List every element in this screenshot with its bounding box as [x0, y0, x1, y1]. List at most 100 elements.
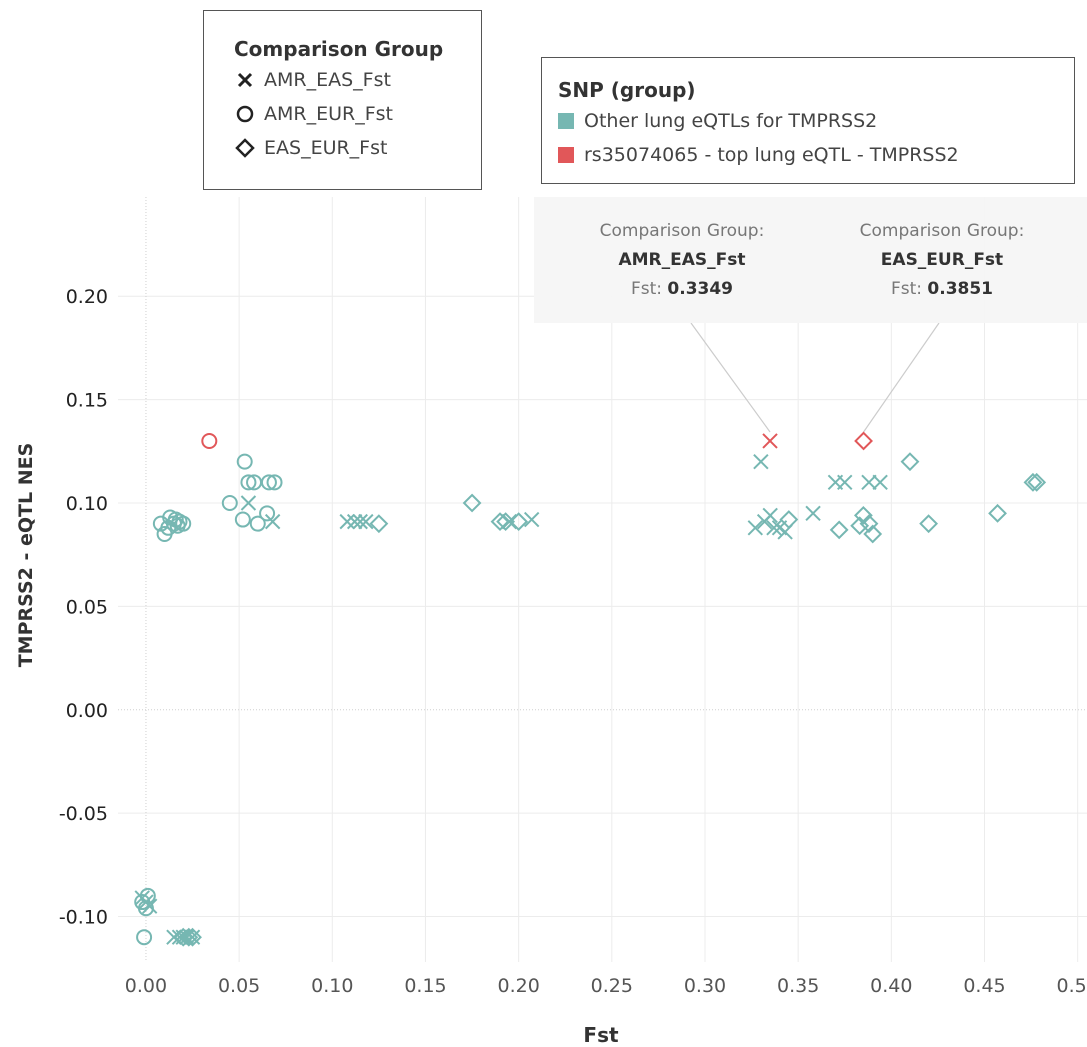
- tooltip-leader-line: [863, 322, 940, 433]
- tooltip-amr-eas: Comparison Group: AMR_EAS_Fst Fst: 0.334…: [552, 217, 812, 304]
- x-tick-label: 0.50: [1057, 975, 1087, 997]
- tooltip-panel: Comparison Group: AMR_EAS_Fst Fst: 0.334…: [534, 197, 1087, 323]
- tooltip-eas-eur: Comparison Group: EAS_EUR_Fst Fst: 0.385…: [812, 217, 1072, 304]
- data-point-x[interactable]: [264, 513, 281, 530]
- data-point-circle[interactable]: [240, 474, 257, 491]
- data-point-circle[interactable]: [236, 453, 253, 470]
- data-point-diamond[interactable]: [853, 505, 873, 525]
- data-point-circle[interactable]: [249, 515, 266, 532]
- tooltip-fst-label: Fst:: [890, 279, 922, 299]
- x-tick-label: 0.00: [125, 975, 167, 997]
- x-icon: [237, 72, 253, 88]
- data-point-diamond[interactable]: [183, 927, 202, 947]
- shape-legend-title: Comparison Group: [234, 37, 444, 61]
- data-point-diamond[interactable]: [988, 503, 1007, 523]
- x-axis-label: Fst: [583, 1023, 619, 1047]
- data-point-diamond[interactable]: [854, 431, 873, 451]
- color-legend-label: rs35074065 - top lung eQTL - TMPRSS2: [584, 144, 959, 166]
- data-point-diamond[interactable]: [900, 452, 920, 472]
- data-point-diamond[interactable]: [779, 510, 799, 529]
- y-tick-label: 0.10: [66, 493, 108, 515]
- shape-legend-label: AMR_EAS_Fst: [264, 69, 391, 91]
- y-axis-label: TMPRSS2 - eQTL NES: [15, 443, 37, 668]
- data-point-x[interactable]: [339, 513, 355, 530]
- data-point-x[interactable]: [872, 474, 888, 491]
- data-point-x[interactable]: [240, 495, 257, 511]
- shape-legend-label: EAS_EUR_Fst: [264, 137, 388, 159]
- shape-legend-label: AMR_EUR_Fst: [264, 103, 393, 125]
- data-point-diamond[interactable]: [496, 512, 516, 532]
- data-point-x[interactable]: [766, 520, 782, 536]
- data-point-diamond[interactable]: [179, 927, 199, 947]
- tooltip-label: Comparison Group:: [859, 221, 1025, 241]
- data-point-diamond[interactable]: [919, 514, 939, 534]
- data-point-diamond[interactable]: [490, 512, 510, 532]
- color-legend-item: rs35074065 - top lung eQTL - TMPRSS2: [558, 138, 1074, 172]
- data-point-diamond[interactable]: [863, 524, 883, 544]
- y-tick-label: -0.10: [59, 907, 108, 929]
- y-tick-label: 0.20: [66, 286, 108, 308]
- data-point-diamond[interactable]: [509, 512, 529, 532]
- x-tick-label: 0.30: [684, 975, 726, 997]
- data-points: [134, 431, 1047, 947]
- tooltip-fst-value: 0.3851: [927, 279, 994, 299]
- tooltip-leader-line: [690, 322, 771, 433]
- data-point-circle[interactable]: [201, 432, 218, 449]
- tooltip-label: Comparison Group:: [599, 221, 765, 241]
- data-point-diamond[interactable]: [859, 514, 879, 534]
- y-tick-label: 0.15: [66, 390, 108, 412]
- tooltip-fst-label: Fst:: [630, 279, 662, 299]
- color-legend-label: Other lung eQTLs for TMPRSS2: [584, 110, 878, 132]
- color-legend-title: SNP (group): [558, 78, 696, 102]
- data-point-circle[interactable]: [234, 511, 251, 528]
- x-tick-label: 0.35: [777, 975, 819, 997]
- data-point-x[interactable]: [358, 513, 374, 530]
- data-point-x[interactable]: [762, 507, 778, 524]
- data-point-circle[interactable]: [139, 887, 156, 904]
- data-point-x[interactable]: [352, 513, 368, 530]
- tooltip-fst-value: 0.3349: [667, 279, 734, 299]
- data-point-x[interactable]: [523, 511, 540, 528]
- data-point-x[interactable]: [861, 474, 877, 491]
- data-point-circle[interactable]: [259, 505, 276, 522]
- data-point-x[interactable]: [346, 513, 363, 530]
- red-swatch-icon: [558, 147, 574, 163]
- data-point-x[interactable]: [747, 520, 764, 536]
- tooltip-group: AMR_EAS_Fst: [618, 250, 746, 270]
- x-tick-label: 0.45: [963, 975, 1005, 997]
- tooltip-fst: Fst: 0.3851: [812, 275, 1072, 304]
- x-tick-label: 0.40: [870, 975, 912, 997]
- shape-legend-item: EAS_EUR_Fst: [234, 131, 481, 165]
- data-point-x[interactable]: [762, 433, 778, 449]
- teal-swatch-icon: [558, 113, 574, 129]
- data-point-diamond[interactable]: [369, 514, 389, 534]
- data-point-circle[interactable]: [137, 900, 154, 917]
- data-point-diamond[interactable]: [462, 493, 482, 513]
- tick-labels: 0.00 0.05 0.10 0.15 0.20 0.25 0.30 0.35 0.40 0.45…: [59, 286, 1087, 997]
- data-point-circle[interactable]: [266, 474, 283, 491]
- data-point-diamond[interactable]: [1027, 472, 1047, 492]
- y-tick-label: 0.00: [66, 700, 108, 722]
- x-tick-label: 0.10: [311, 975, 353, 997]
- data-point-diamond[interactable]: [1023, 472, 1043, 492]
- data-point-circle[interactable]: [136, 929, 153, 946]
- x-tick-label: 0.20: [497, 975, 539, 997]
- data-point-x[interactable]: [805, 505, 821, 522]
- tooltip-leader-lines: [690, 322, 940, 433]
- x-tick-label: 0.15: [404, 975, 446, 997]
- color-legend-item: Other lung eQTLs for TMPRSS2: [558, 104, 1074, 138]
- y-tick-label: -0.05: [59, 803, 108, 825]
- data-point-circle[interactable]: [260, 474, 277, 491]
- data-point-x[interactable]: [753, 453, 769, 470]
- tooltip-group: EAS_EUR_Fst: [880, 250, 1004, 270]
- shape-legend-item: AMR_EAS_Fst: [234, 63, 481, 97]
- y-tick-label: 0.05: [66, 596, 108, 618]
- data-point-x[interactable]: [837, 474, 853, 491]
- data-point-diamond[interactable]: [829, 520, 849, 540]
- data-point-circle[interactable]: [221, 495, 238, 511]
- shape-legend: Comparison Group AMR_EAS_Fst AMR_EUR_Fst…: [203, 10, 482, 190]
- zero-lines: [118, 197, 1087, 962]
- color-legend: SNP (group) Other lung eQTLs for TMPRSS2…: [541, 57, 1075, 184]
- data-point-circle[interactable]: [175, 515, 192, 532]
